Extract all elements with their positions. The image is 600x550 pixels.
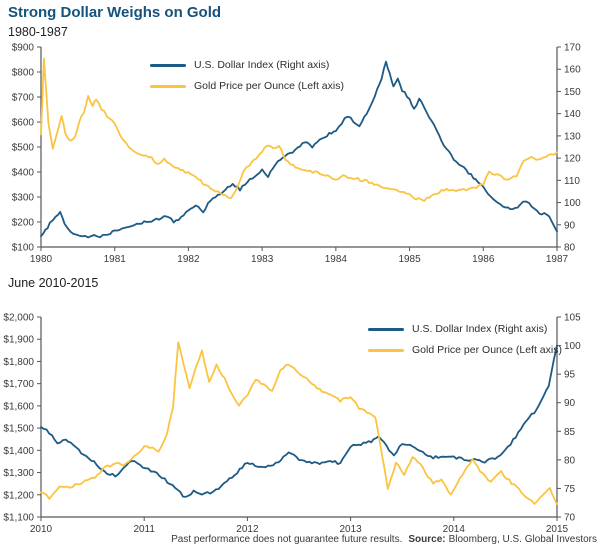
page-title: Strong Dollar Weighs on Gold: [8, 4, 222, 21]
svg-text:2015: 2015: [546, 524, 569, 535]
svg-text:75: 75: [564, 484, 576, 495]
svg-text:140: 140: [564, 109, 581, 120]
svg-text:160: 160: [564, 65, 581, 76]
svg-text:$2,000: $2,000: [3, 313, 34, 324]
gold-line-swatch: [368, 348, 404, 352]
svg-text:$800: $800: [12, 68, 35, 79]
svg-text:2011: 2011: [133, 524, 155, 535]
svg-text:$200: $200: [12, 218, 35, 229]
legend-item-gold: Gold Price per Ounce (Left axis): [368, 344, 562, 356]
svg-text:1987: 1987: [546, 254, 569, 265]
svg-text:$100: $100: [12, 243, 35, 254]
svg-text:2010: 2010: [30, 524, 53, 535]
svg-text:2013: 2013: [339, 524, 362, 535]
chart1-subtitle: 1980-1987: [8, 25, 68, 39]
chart2-legend: U.S. Dollar Index (Right axis) Gold Pric…: [368, 323, 562, 356]
legend-label: Gold Price per Ounce (Left axis): [194, 80, 344, 92]
svg-text:$1,800: $1,800: [3, 357, 34, 368]
chart-1980-1987: $900 $800 $700 $600 $500 $400 $300 $200 $100 170 1…: [12, 43, 581, 266]
svg-text:$700: $700: [12, 93, 35, 104]
legend-label: U.S. Dollar Index (Right axis): [412, 323, 548, 335]
svg-text:1984: 1984: [325, 254, 348, 265]
svg-text:$300: $300: [12, 193, 35, 204]
svg-text:2012: 2012: [236, 524, 259, 535]
legend-item-gold: Gold Price per Ounce (Left axis): [150, 80, 344, 92]
dollar-line-swatch: [368, 327, 404, 331]
svg-text:120: 120: [564, 154, 581, 165]
gold-line-swatch: [150, 84, 186, 88]
svg-text:1983: 1983: [251, 254, 274, 265]
legend-label: Gold Price per Ounce (Left axis): [412, 344, 562, 356]
svg-text:$1,700: $1,700: [3, 379, 34, 390]
svg-text:2014: 2014: [443, 524, 466, 535]
footer-note: Past performance does not guarantee futu…: [171, 534, 597, 545]
svg-text:$1,300: $1,300: [3, 468, 34, 479]
svg-text:90: 90: [564, 220, 576, 231]
svg-text:80: 80: [564, 243, 576, 254]
chart2-subtitle: June 2010-2015: [8, 276, 99, 290]
svg-text:$600: $600: [12, 118, 35, 129]
source-label: Source:: [408, 534, 446, 545]
svg-text:$1,400: $1,400: [3, 446, 34, 457]
svg-text:100: 100: [564, 198, 581, 209]
legend-label: U.S. Dollar Index (Right axis): [194, 59, 330, 71]
source-value: Bloomberg, U.S. Global Investors: [448, 534, 597, 545]
svg-text:$1,100: $1,100: [3, 513, 34, 524]
svg-text:$1,900: $1,900: [3, 335, 34, 346]
svg-text:$1,500: $1,500: [3, 424, 34, 435]
svg-text:1980: 1980: [30, 254, 53, 265]
svg-text:$1,200: $1,200: [3, 490, 34, 501]
svg-text:$400: $400: [12, 168, 35, 179]
chart-2010-2015: $2,000 $1,900 $1,800 $1,700 $1,600 $1,500 $1,4…: [3, 313, 581, 536]
svg-text:1985: 1985: [398, 254, 421, 265]
svg-text:$500: $500: [12, 143, 35, 154]
svg-text:1986: 1986: [472, 254, 495, 265]
svg-text:1981: 1981: [104, 254, 127, 265]
svg-text:70: 70: [564, 513, 576, 524]
svg-text:$1,600: $1,600: [3, 401, 34, 412]
disclaimer-text: Past performance does not guarantee futu…: [171, 534, 403, 545]
svg-text:170: 170: [564, 43, 581, 54]
svg-text:150: 150: [564, 87, 581, 98]
svg-text:90: 90: [564, 398, 576, 409]
svg-text:$900: $900: [12, 43, 35, 54]
svg-text:110: 110: [564, 176, 580, 187]
svg-text:105: 105: [564, 313, 581, 324]
legend-item-dollar: U.S. Dollar Index (Right axis): [150, 59, 344, 71]
svg-text:95: 95: [564, 370, 576, 381]
svg-text:130: 130: [564, 131, 581, 142]
svg-text:80: 80: [564, 455, 576, 466]
svg-text:85: 85: [564, 427, 576, 438]
svg-text:1982: 1982: [177, 254, 200, 265]
svg-text:100: 100: [564, 341, 581, 352]
chart1-legend: U.S. Dollar Index (Right axis) Gold Pric…: [150, 59, 344, 92]
legend-item-dollar: U.S. Dollar Index (Right axis): [368, 323, 562, 335]
dollar-line-swatch: [150, 63, 186, 67]
